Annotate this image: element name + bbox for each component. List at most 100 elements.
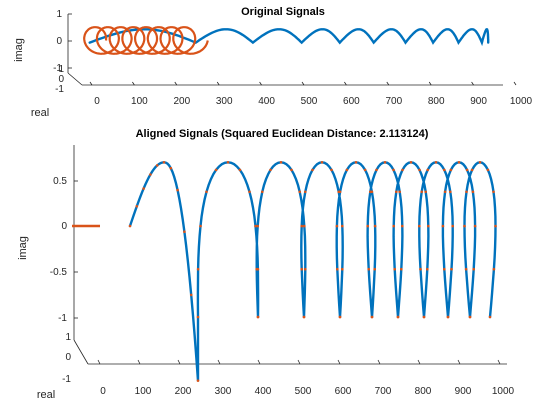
top-x-tick-label: 1000: [510, 96, 533, 107]
bottom-series-orange-point: [473, 224, 477, 228]
bottom-series-orange-point: [341, 267, 344, 271]
top-plot-xlabel: real: [31, 107, 49, 119]
bottom-series-orange-point: [135, 205, 139, 208]
bottom-series-orange-point: [189, 293, 193, 297]
top-x-tick-label: 200: [173, 96, 190, 107]
top-x-tick-mark: [386, 81, 390, 86]
bottom-x-tick-mark: [137, 359, 141, 365]
top-imag-tick-label: -1: [53, 63, 62, 74]
top-x-tick-label: 0: [94, 96, 100, 107]
bottom-x-tick-mark: [177, 359, 181, 365]
top-depth-axis-line: [67, 72, 83, 86]
bottom-x-tick-label: 300: [215, 386, 232, 397]
bottom-series-orange-point: [298, 190, 302, 194]
top-imag-tick-label: 0: [56, 36, 62, 47]
bottom-series-orange-point: [409, 161, 413, 164]
bottom-series-orange-point: [457, 161, 461, 164]
bottom-series-orange-point: [369, 190, 372, 194]
top-x-tick-mark: [216, 81, 220, 86]
bottom-series-orange-point: [128, 224, 132, 228]
bottom-series-orange-point: [373, 267, 377, 271]
top-x-tick-mark: [513, 81, 517, 86]
bottom-series-orange-point: [488, 315, 492, 319]
bottom-real-tick-label: 0: [65, 352, 71, 363]
bottom-x-tick-label: 800: [415, 386, 432, 397]
bottom-series-orange-point: [468, 315, 472, 319]
bottom-series-orange-point: [169, 166, 173, 170]
bottom-series-orange-point: [478, 161, 482, 164]
bottom-series-orange-point: [354, 161, 358, 164]
top-plot-ylabel: imag: [13, 38, 25, 62]
bottom-series-orange-point: [443, 267, 446, 271]
bottom-series-orange-point: [450, 267, 453, 271]
bottom-series-orange-point: [451, 224, 455, 228]
bottom-series-orange-point: [464, 267, 468, 271]
bottom-imag-tick-label: 0.5: [53, 176, 67, 187]
bottom-x-tick-mark: [457, 359, 461, 365]
top-imag-tick-label: 1: [56, 9, 62, 20]
top-x-tick-mark: [174, 81, 178, 86]
bottom-x-tick-label: 200: [175, 386, 192, 397]
bottom-series-orange-point: [494, 224, 497, 228]
bottom-plot-title: Aligned Signals (Squared Euclidean Dista…: [136, 128, 429, 140]
bottom-series-orange-point: [396, 315, 400, 319]
bottom-series-orange-point: [196, 267, 200, 271]
bottom-series-orange-point: [302, 315, 306, 319]
bottom-series-orange-point: [279, 161, 283, 164]
bottom-series-orange-point: [300, 267, 304, 271]
top-x-tick-label: 400: [258, 96, 275, 107]
bottom-series-orange-point: [335, 224, 339, 228]
bottom-series-orange-point: [155, 164, 159, 167]
bottom-series-orange-point: [449, 190, 452, 194]
bottom-series-orange-point: [320, 161, 324, 164]
bottom-x-tick-mark: [497, 359, 501, 365]
bottom-series-orange-point: [426, 168, 430, 172]
top-x-tick-label: 600: [343, 96, 360, 107]
top-x-tick-label: 900: [470, 96, 487, 107]
bottom-series-orange-point: [226, 161, 230, 164]
bottom-series-orange-point: [492, 190, 495, 194]
bottom-series-orange-point: [300, 224, 304, 228]
bottom-series-orange-point: [443, 168, 446, 172]
bottom-series-orange-point: [441, 224, 445, 228]
top-plot-title: Original Signals: [241, 6, 325, 18]
top-x-tick-mark: [344, 81, 347, 86]
bottom-series-orange-point: [465, 168, 469, 172]
bottom-series-orange-point: [401, 168, 404, 172]
bottom-series-orange-point: [443, 190, 447, 194]
top-x-tick-label: 300: [216, 96, 233, 107]
bottom-imag-tick-label: -0.5: [50, 267, 68, 278]
top-x-tick-mark: [132, 81, 135, 86]
bottom-x-tick-mark: [97, 359, 101, 365]
bottom-x-tick-mark: [337, 359, 341, 365]
top-x-tick-mark: [471, 81, 474, 86]
bottom-series-orange-point: [420, 190, 424, 194]
bottom-series-orange-point: [304, 267, 307, 271]
bottom-series-orange-point: [418, 168, 421, 172]
bottom-series-orange-point: [261, 190, 264, 194]
top-x-tick-label: 100: [131, 96, 148, 107]
bottom-series-orange-point: [255, 267, 258, 271]
bottom-x-tick-mark: [417, 359, 421, 365]
bottom-series-orange-point: [419, 267, 422, 271]
bottom-x-tick-label: 900: [455, 386, 472, 397]
bottom-series-orange-point: [392, 224, 396, 228]
bottom-series-orange-point: [398, 190, 402, 194]
bottom-series-orange-point: [366, 224, 370, 228]
bottom-series-orange-point: [162, 161, 166, 164]
bottom-series-orange-point: [199, 224, 202, 228]
top-x-tick-label: 800: [428, 96, 445, 107]
bottom-series-orange-point: [400, 267, 403, 271]
bottom-x-tick-label: 100: [135, 386, 152, 397]
top-real-tick-label: 1: [58, 64, 64, 75]
bottom-series-orange-point: [183, 230, 186, 233]
bottom-series-orange-point: [383, 161, 387, 164]
bottom-series-orange-point: [176, 188, 179, 192]
bottom-series-orange-point: [370, 315, 374, 319]
bottom-x-tick-label: 600: [335, 386, 352, 397]
top-real-tick-label: -1: [55, 84, 64, 95]
bottom-series-orange-point: [392, 168, 395, 172]
bottom-series-orange-point: [471, 190, 475, 194]
bottom-series-orange-point: [395, 190, 398, 194]
